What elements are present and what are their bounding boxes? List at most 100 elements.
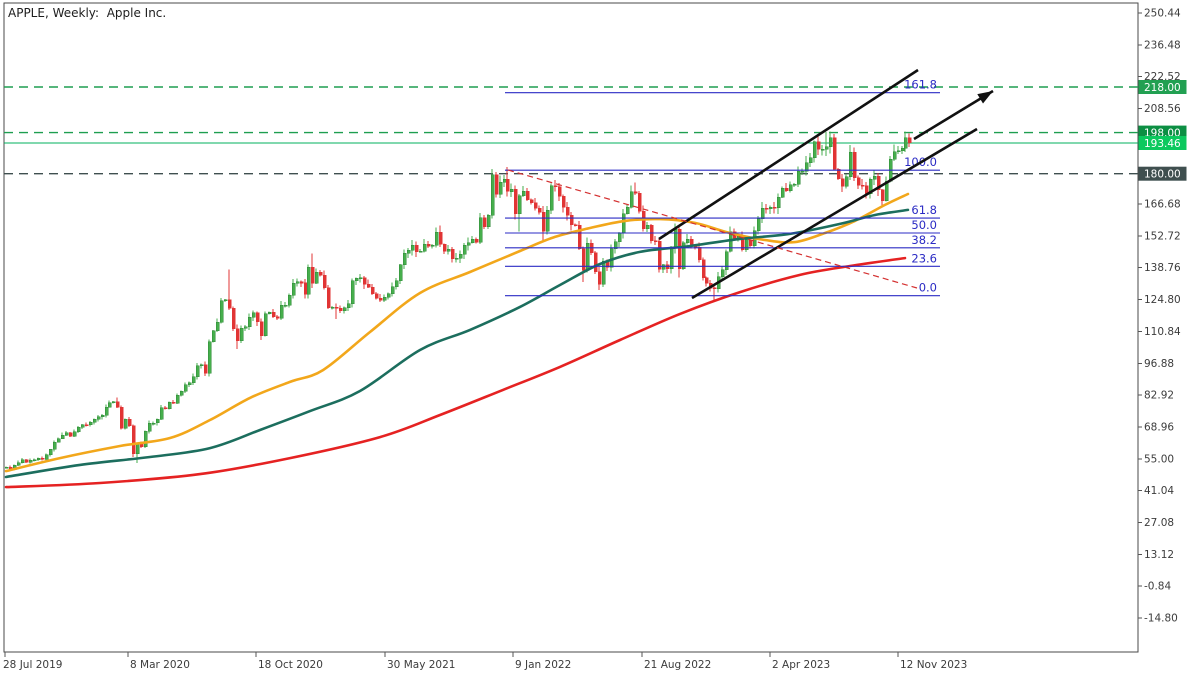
candle-up bbox=[167, 402, 172, 410]
candle-up bbox=[147, 422, 152, 432]
candle-up bbox=[848, 151, 853, 178]
price-badge-label: 218.00 bbox=[1144, 82, 1181, 94]
trend-arrow-upper[interactable] bbox=[658, 68, 919, 241]
candle-up bbox=[191, 376, 196, 383]
candle-down bbox=[701, 259, 706, 278]
candle-down bbox=[275, 316, 280, 319]
price-tick-label: 152.72 bbox=[1144, 230, 1181, 242]
candle-up bbox=[430, 245, 435, 247]
candle-down bbox=[593, 252, 598, 272]
candle-up bbox=[195, 365, 200, 377]
candle-up bbox=[900, 147, 905, 152]
candle-down bbox=[816, 141, 821, 150]
price-tick-label: 124.80 bbox=[1144, 294, 1181, 306]
candle-up bbox=[446, 248, 451, 252]
candle-up bbox=[868, 179, 873, 195]
candle-up bbox=[72, 431, 77, 437]
candle-down bbox=[426, 243, 431, 247]
trend-arrow-upper-line bbox=[658, 68, 919, 241]
price-tick-label: 55.00 bbox=[1144, 453, 1174, 465]
candle-up bbox=[56, 438, 61, 443]
candle-down bbox=[299, 281, 304, 284]
candle-up bbox=[617, 232, 622, 242]
candle-up bbox=[824, 146, 829, 150]
candle-up bbox=[402, 253, 407, 266]
candle-up bbox=[613, 241, 618, 250]
candle-down bbox=[68, 432, 73, 437]
candle-up bbox=[720, 269, 725, 278]
candle-up bbox=[187, 382, 192, 386]
candle-down bbox=[318, 271, 323, 276]
candle-up bbox=[215, 321, 220, 332]
candle-up bbox=[903, 137, 908, 149]
candle-up bbox=[509, 189, 514, 192]
candle-down bbox=[513, 189, 518, 215]
candle-up bbox=[410, 245, 415, 251]
candle-up bbox=[211, 330, 216, 342]
trend-arrow-projection-line bbox=[913, 89, 994, 141]
candle-up bbox=[681, 242, 686, 269]
trend-arrow-projection[interactable] bbox=[913, 89, 994, 141]
price-badge-180.00: 180.00 bbox=[1138, 166, 1187, 181]
trend-line-lower[interactable] bbox=[691, 127, 978, 300]
candle-up bbox=[517, 195, 522, 215]
candle-up bbox=[223, 299, 228, 301]
candle-up bbox=[820, 149, 825, 151]
candle-up bbox=[283, 304, 288, 307]
candle-up bbox=[346, 303, 351, 309]
candle-up bbox=[52, 441, 57, 450]
price-tick-label: 166.68 bbox=[1144, 199, 1181, 211]
candle-up bbox=[406, 250, 411, 254]
price-tick-label: -14.80 bbox=[1144, 613, 1178, 625]
candle-up bbox=[780, 188, 785, 198]
candle-down bbox=[24, 459, 29, 463]
candle-up bbox=[263, 313, 268, 337]
candle-up bbox=[490, 174, 495, 216]
candle-down bbox=[494, 174, 499, 195]
candle-down bbox=[322, 275, 327, 289]
candle-up bbox=[788, 184, 793, 191]
candle-down bbox=[131, 425, 136, 454]
candle-down bbox=[840, 178, 845, 187]
candle-up bbox=[792, 183, 797, 186]
price-tick-label: 68.96 bbox=[1144, 421, 1174, 433]
candle-up bbox=[418, 250, 423, 253]
candle-down bbox=[119, 406, 124, 429]
candle-down bbox=[438, 232, 443, 245]
candle-up bbox=[251, 312, 256, 318]
candle-up bbox=[20, 459, 25, 463]
candle-up bbox=[685, 238, 690, 243]
candle-up bbox=[744, 239, 749, 250]
candle-down bbox=[764, 207, 769, 210]
candle-down bbox=[772, 207, 777, 209]
candle-down bbox=[529, 199, 534, 203]
descending-trendline[interactable] bbox=[507, 169, 918, 289]
candle-down bbox=[836, 168, 841, 179]
candle-down bbox=[474, 238, 479, 243]
candle-down bbox=[525, 190, 530, 200]
candle-down bbox=[231, 307, 236, 329]
candle-down bbox=[832, 137, 837, 170]
candle-up bbox=[267, 311, 272, 314]
candle-up bbox=[486, 214, 491, 227]
candle-up bbox=[151, 422, 156, 425]
candle-down bbox=[338, 307, 343, 311]
candle-down bbox=[553, 185, 558, 188]
candle-up bbox=[354, 277, 359, 282]
date-tick-label: 18 Oct 2020 bbox=[258, 659, 323, 671]
price-axis[interactable]: 250.44236.48222.52208.56194.60180.64166.… bbox=[1138, 8, 1187, 625]
candle-up bbox=[143, 431, 148, 447]
candle-up bbox=[107, 402, 112, 408]
candle-down bbox=[362, 277, 367, 285]
candle-up bbox=[179, 390, 184, 396]
price-level-lines bbox=[4, 86, 1138, 175]
candle-up bbox=[549, 185, 554, 211]
candle-up bbox=[100, 414, 105, 418]
time-axis[interactable]: 28 Jul 2019 8 Mar 2020 18 Oct 2020 30 May 2… bbox=[3, 652, 967, 671]
candle-up bbox=[48, 449, 53, 455]
candle-up bbox=[812, 141, 817, 158]
candle-down bbox=[561, 196, 566, 208]
candle-up bbox=[88, 422, 93, 426]
candle-up bbox=[478, 217, 483, 243]
